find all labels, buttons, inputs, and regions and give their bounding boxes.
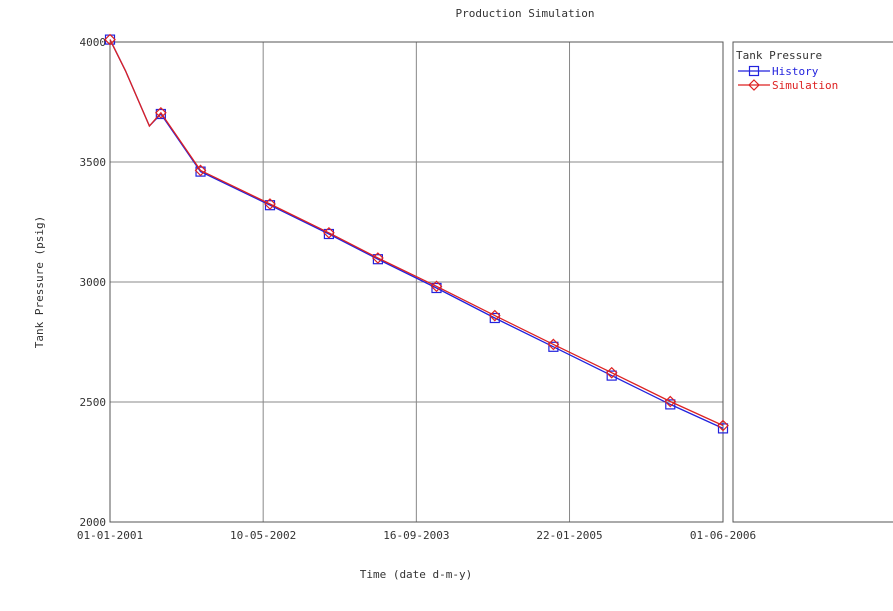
simulation-marker	[264, 198, 276, 210]
x-tick-label: 01-06-2006	[690, 529, 756, 542]
simulation-marker	[605, 366, 618, 379]
x-axis: 01-01-2001 10-05-2002 16-09-2003 22-01-2005…	[77, 529, 756, 542]
y-tick-label: 2000	[80, 516, 107, 529]
x-tick-label: 01-01-2001	[77, 529, 143, 542]
y-tick-label: 3000	[80, 276, 107, 289]
simulation-line	[109, 39, 724, 427]
legend-label: Simulation	[772, 79, 838, 92]
legend-item-history: History	[738, 65, 819, 78]
history-marker	[665, 399, 676, 410]
legend-label: History	[772, 65, 819, 78]
x-tick-label: 10-05-2002	[230, 529, 296, 542]
x-tick-label: 22-01-2005	[536, 529, 602, 542]
legend-title: Tank Pressure	[736, 49, 822, 62]
plot-area	[109, 41, 724, 523]
series-simulation	[104, 33, 729, 432]
simulation-marker	[748, 79, 760, 91]
simulation-marker	[323, 226, 335, 239]
grid	[109, 41, 724, 523]
simulation-marker	[372, 252, 384, 264]
simulation-marker	[430, 280, 443, 293]
legend-item-simulation: Simulation	[738, 79, 838, 92]
x-axis-label: Time (date d-m-y)	[360, 568, 473, 581]
y-tick-label: 4000	[80, 36, 107, 49]
legend-box	[732, 41, 893, 523]
y-tick-label: 2500	[80, 396, 107, 409]
simulation-marker	[717, 419, 729, 432]
series-layer	[104, 33, 729, 434]
y-axis-label: Tank Pressure (psig)	[33, 216, 46, 348]
simulation-marker	[194, 164, 207, 177]
y-tick-label: 3500	[80, 156, 107, 169]
simulation-marker	[488, 309, 501, 322]
simulation-marker	[104, 33, 116, 46]
simulation-marker	[155, 106, 167, 119]
history-marker	[748, 65, 760, 77]
simulation-marker	[664, 395, 677, 408]
x-tick-label: 16-09-2003	[383, 529, 449, 542]
y-axis: 2000 2500 3000 3500 4000	[80, 36, 107, 529]
chart-title: Production Simulation	[455, 7, 594, 20]
simulation-marker	[547, 338, 560, 351]
history-marker	[717, 423, 729, 434]
